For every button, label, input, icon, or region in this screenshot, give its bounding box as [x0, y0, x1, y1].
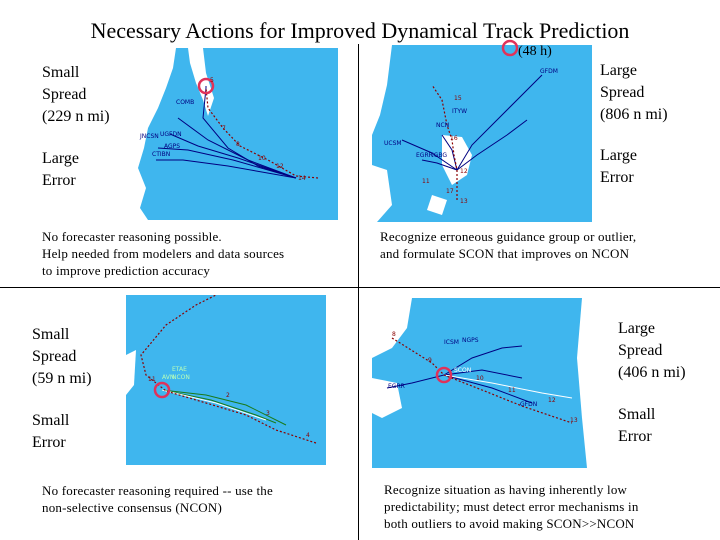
top-right-spread-label: Large Spread (806 n mi): [600, 62, 668, 123]
bl-model-0: ETAE: [172, 366, 187, 373]
page-title: Necessary Actions for Improved Dynamical…: [90, 18, 630, 43]
top-right-note: Recognize erroneous guidance group or ou…: [380, 229, 637, 261]
tl-model-4: AGPS: [164, 143, 180, 150]
svg-text:2: 2: [226, 392, 230, 399]
top-left-target-circle: [197, 77, 215, 95]
tr-model-5: IGBG: [432, 152, 447, 159]
bottom-left-note: No forecaster reasoning required -- use …: [42, 483, 273, 515]
svg-text:7: 7: [222, 125, 226, 132]
svg-text:10: 10: [476, 375, 484, 382]
tl-model-1: UGFDN: [160, 131, 182, 138]
tl-model-0: COMB: [176, 99, 194, 106]
bottom-right-note: Recognize situation as having inherently…: [384, 482, 639, 531]
tl-model-2: JNCSN: [139, 133, 159, 140]
svg-text:8: 8: [392, 331, 396, 338]
bottom-right-spread-label: Large Spread (406 n mi): [618, 320, 686, 381]
svg-text:4: 4: [306, 432, 310, 439]
top-left-track-map: COMB UGFDN JNCSN CTIBN AGPS 5 7 8 10 12 …: [118, 48, 338, 220]
svg-text:11: 11: [422, 178, 430, 185]
br-model-1: NGPS: [462, 337, 479, 344]
svg-text:3: 3: [266, 410, 270, 417]
bl-model-2: AVN: [162, 374, 174, 381]
svg-text:12: 12: [460, 168, 468, 175]
svg-text:12: 12: [276, 163, 284, 170]
top-right-time-label: (48 h): [518, 44, 552, 59]
svg-text:8: 8: [236, 141, 240, 148]
top-right-error-label: Large Error: [600, 147, 638, 186]
top-right-target-circle: [501, 39, 519, 57]
bottom-left-spread-label: Small Spread (59 n mi): [32, 326, 92, 387]
svg-text:12: 12: [548, 397, 556, 404]
svg-text:11: 11: [148, 376, 156, 383]
top-left-note: No forecaster reasoning possible. Help n…: [42, 229, 285, 278]
horizontal-divider: [0, 287, 720, 288]
svg-text:16: 16: [450, 135, 458, 142]
tr-model-4: EGRR: [416, 152, 433, 159]
tr-model-1: ITYW: [452, 108, 467, 115]
tr-model-0: GFDM: [540, 68, 558, 75]
bottom-left-error-label: Small Error: [32, 412, 70, 451]
tr-model-3: UCSM: [384, 140, 402, 147]
svg-text:17: 17: [446, 188, 454, 195]
svg-text:15: 15: [454, 95, 462, 102]
svg-text:13: 13: [570, 417, 578, 424]
svg-text:14: 14: [298, 175, 306, 182]
bottom-left-target-circle: [153, 381, 171, 399]
svg-text:5: 5: [210, 77, 214, 84]
top-left-spread-label: Small Spread (229 n mi): [42, 64, 110, 125]
bottom-left-track-map: ETAE NCON AVN 11 2 3 4: [126, 295, 326, 465]
bottom-right-error-label: Small Error: [618, 406, 656, 445]
vertical-divider: [358, 44, 359, 540]
top-right-track-map: GFDM ITYW NCN UCSM EGRR IGBG 11 12 13 15…: [372, 45, 592, 222]
bottom-right-track-map: ICSM NGPS SCON EGRR GFDN 8 9 10 11 12 13: [372, 298, 596, 468]
svg-text:9: 9: [428, 357, 432, 364]
svg-text:11: 11: [508, 387, 516, 394]
bl-model-1: NCON: [172, 374, 190, 381]
svg-text:10: 10: [258, 155, 266, 162]
tr-model-2: NCN: [436, 122, 449, 129]
br-model-2: SCON: [454, 367, 471, 374]
br-model-0: ICSM: [444, 339, 459, 346]
br-model-3: EGRR: [388, 383, 405, 390]
tl-model-3: CTIBN: [152, 151, 170, 158]
svg-text:13: 13: [460, 198, 468, 205]
bottom-right-target-circle: [435, 366, 453, 384]
br-model-4: GFDN: [520, 401, 537, 408]
top-left-error-label: Large Error: [42, 150, 80, 189]
